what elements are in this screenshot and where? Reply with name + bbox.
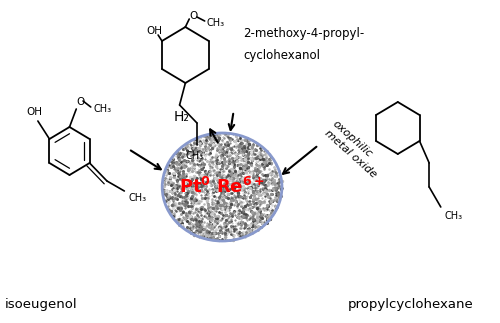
Text: CH₃: CH₃ — [206, 18, 224, 28]
Text: OH: OH — [146, 26, 162, 36]
Text: CH₃: CH₃ — [186, 151, 204, 161]
Text: propylcyclohexane: propylcyclohexane — [348, 298, 474, 311]
Text: O: O — [189, 11, 198, 21]
Text: 2-methoxy-4-propyl-: 2-methoxy-4-propyl- — [244, 26, 364, 39]
Text: $\mathbf{Pt^0\ Re^{6+}}$: $\mathbf{Pt^0\ Re^{6+}}$ — [179, 177, 265, 197]
Text: CH₃: CH₃ — [444, 211, 463, 221]
Text: CH₃: CH₃ — [94, 104, 112, 114]
Text: H₂: H₂ — [174, 110, 190, 124]
Text: oxophilic
metal oxide: oxophilic metal oxide — [322, 119, 386, 179]
Text: O: O — [76, 97, 84, 107]
Text: OH: OH — [26, 107, 42, 117]
Text: CH₃: CH₃ — [128, 193, 146, 203]
Text: cyclohexanol: cyclohexanol — [244, 48, 320, 61]
Text: isoeugenol: isoeugenol — [5, 298, 78, 311]
